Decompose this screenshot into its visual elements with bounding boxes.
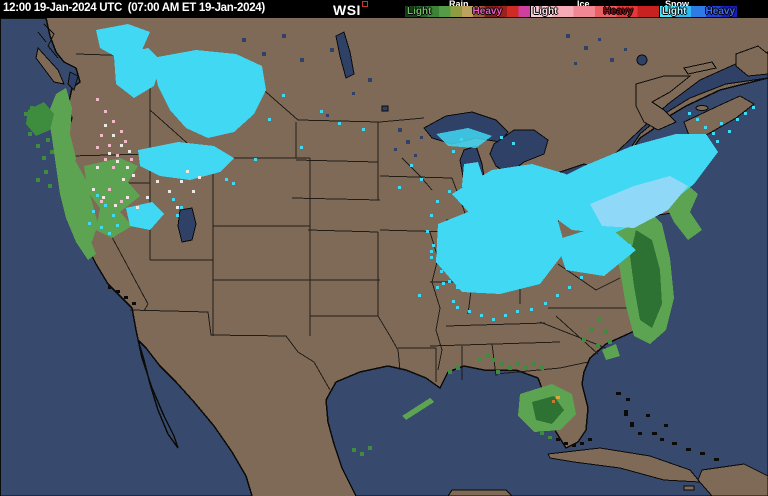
snow-west-virginia xyxy=(556,224,636,276)
legend-snow-scale: Light Heavy xyxy=(660,6,737,17)
rain-atlantic-core xyxy=(630,230,662,328)
legend-ice-heavy: Heavy xyxy=(603,6,633,17)
rain-sierra xyxy=(84,158,140,238)
lake-winnipeg xyxy=(335,31,355,79)
snow-sierra-specks xyxy=(88,194,183,235)
rain-florida-core xyxy=(532,396,564,424)
quebec-lake xyxy=(636,54,648,66)
lake-huron xyxy=(489,129,549,175)
rain-georgia-coast xyxy=(602,344,620,360)
legend-ice-light: Light xyxy=(533,6,558,17)
newfoundland xyxy=(735,45,768,77)
bc-fjords xyxy=(37,23,59,59)
cuba xyxy=(547,447,702,483)
snow-washington xyxy=(114,48,162,98)
rain-gulf-streak xyxy=(402,398,434,420)
legend-rain-scale: Light Heavy xyxy=(405,6,530,17)
socal-islands xyxy=(108,286,136,305)
snow-heavy-core xyxy=(590,176,688,228)
rain-heavy-orange-pixel xyxy=(552,400,555,403)
anticosti-island xyxy=(683,61,717,75)
wsi-logo: WSI xyxy=(333,1,368,18)
legend-rain-light: Light xyxy=(407,6,432,17)
great-salt-lake xyxy=(177,207,197,243)
legend-ice-scale: Light Heavy xyxy=(531,6,659,17)
legend-ice-label: Ice xyxy=(577,0,590,9)
snow-upper-michigan xyxy=(436,128,492,148)
snow-idaho-montana xyxy=(152,50,266,138)
caribbean-islands xyxy=(447,392,768,496)
florida-keys xyxy=(556,438,592,447)
st-lawrence xyxy=(599,51,768,177)
snow-bc xyxy=(96,24,150,58)
snow-nevada xyxy=(126,202,164,230)
legend-rain-label: Rain xyxy=(449,0,469,9)
timestamp: 12:00 19-Jan-2024 UTC (07:00 AM ET 19-Ja… xyxy=(3,2,265,14)
rain-panhandle-specks xyxy=(448,354,544,374)
rain-carolina-specks xyxy=(582,318,612,348)
rain-heavy-yellow-pixel xyxy=(556,396,560,399)
degree-mark-icon xyxy=(361,1,368,7)
bahamas xyxy=(616,392,719,461)
legend-snow-label: Snow xyxy=(665,0,689,9)
prince-edward-island xyxy=(695,105,709,111)
snow-northeast xyxy=(536,134,718,234)
lake-of-the-woods xyxy=(381,105,389,112)
snow-lake-michigan-band xyxy=(462,162,490,238)
radar-snow-layer xyxy=(88,24,755,321)
snow-nova-scotia-specks xyxy=(688,106,755,143)
radar-map xyxy=(0,18,768,496)
header-bar: 12:00 19-Jan-2024 UTC (07:00 AM ET 19-Ja… xyxy=(0,0,768,18)
radar-rain-layer xyxy=(24,88,702,456)
rain-specks-pacific xyxy=(24,106,54,188)
legend-rain-heavy: Heavy xyxy=(472,6,502,17)
gaspe-new-brunswick xyxy=(635,75,692,131)
mexico-border xyxy=(129,309,331,391)
vancouver-island xyxy=(35,46,65,85)
yucatan xyxy=(447,489,513,496)
legend-snow-heavy: Heavy xyxy=(705,6,735,17)
snow-oregon-idaho xyxy=(138,142,234,180)
rain-offshore-pacific xyxy=(26,102,54,136)
hispaniola xyxy=(697,463,768,496)
legend-snow-light: Light xyxy=(662,6,687,17)
jamaica xyxy=(683,485,695,491)
puget-sound xyxy=(67,71,79,91)
